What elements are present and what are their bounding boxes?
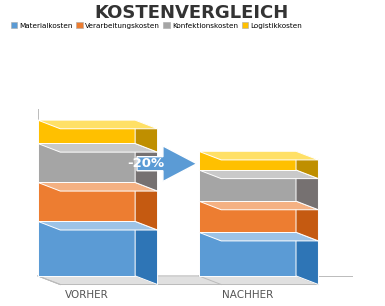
Polygon shape — [38, 276, 318, 285]
Polygon shape — [38, 182, 135, 221]
Polygon shape — [199, 170, 296, 201]
Polygon shape — [38, 144, 157, 152]
Polygon shape — [135, 120, 157, 152]
Text: VORHER: VORHER — [65, 290, 108, 300]
Polygon shape — [38, 120, 135, 144]
Text: -20%: -20% — [128, 157, 165, 170]
Title: KOSTENVERGLEICH: KOSTENVERGLEICH — [94, 4, 288, 22]
Polygon shape — [199, 201, 318, 210]
Polygon shape — [199, 151, 318, 160]
Polygon shape — [38, 221, 157, 230]
Polygon shape — [135, 144, 157, 191]
Polygon shape — [199, 201, 296, 232]
Polygon shape — [199, 232, 318, 241]
Polygon shape — [199, 151, 296, 170]
Polygon shape — [199, 170, 318, 179]
Polygon shape — [296, 232, 318, 285]
Polygon shape — [38, 221, 135, 276]
Polygon shape — [38, 120, 157, 129]
Polygon shape — [38, 144, 135, 182]
Polygon shape — [296, 201, 318, 241]
Polygon shape — [296, 151, 318, 179]
Polygon shape — [296, 170, 318, 210]
Polygon shape — [38, 182, 157, 191]
Polygon shape — [135, 182, 157, 230]
Polygon shape — [135, 221, 157, 285]
Text: NACHHER: NACHHER — [222, 290, 273, 300]
Polygon shape — [137, 146, 197, 181]
Polygon shape — [199, 232, 296, 276]
Legend: Materialkosten, Verarbeitungskosten, Konfektionskosten, Logistikkosten: Materialkosten, Verarbeitungskosten, Kon… — [8, 19, 305, 32]
